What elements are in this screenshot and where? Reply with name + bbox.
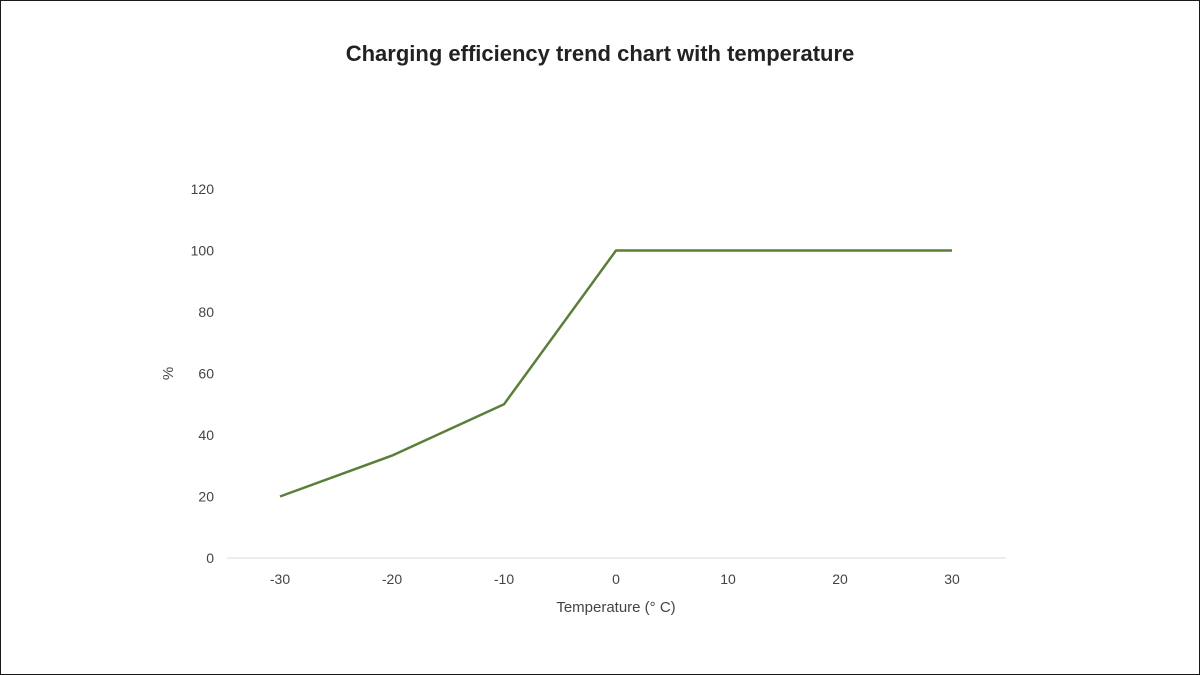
- y-tick-label: 40: [198, 427, 214, 443]
- y-tick-label: 80: [198, 304, 214, 320]
- y-tick-label: 0: [206, 550, 214, 566]
- x-axis-label: Temperature (° C): [556, 599, 675, 616]
- y-tick-label: 100: [191, 243, 215, 259]
- x-tick-label: 10: [720, 571, 736, 587]
- series-line: [279, 249, 952, 498]
- x-tick-label: -10: [494, 571, 514, 587]
- y-axis-label: %: [160, 367, 177, 380]
- y-tick-label: 120: [191, 181, 215, 197]
- x-tick-label: 20: [832, 571, 848, 587]
- x-tick-label: 30: [944, 571, 960, 587]
- x-tick-label: -30: [270, 571, 290, 587]
- x-tick-labels: -30 -20 -10 0 10 20 30: [270, 571, 960, 587]
- x-tick-label: -20: [382, 571, 402, 587]
- x-tick-label: 0: [612, 571, 620, 587]
- y-tick-labels: 0 20 40 60 80 100 120: [191, 181, 215, 566]
- series-group: [279, 249, 952, 498]
- y-tick-label: 20: [198, 489, 214, 505]
- chart-title: Charging efficiency trend chart with tem…: [345, 41, 855, 66]
- y-tick-label: 60: [198, 366, 214, 382]
